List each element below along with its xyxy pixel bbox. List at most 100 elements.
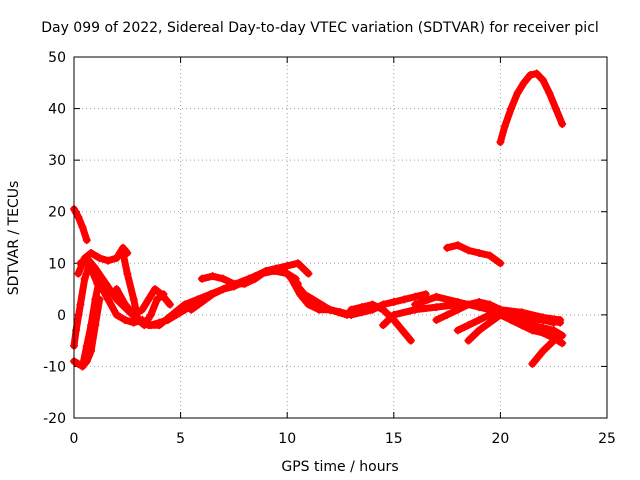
- data-point: [347, 305, 356, 314]
- data-point: [315, 305, 324, 314]
- data-point: [507, 104, 516, 113]
- data-point: [400, 295, 409, 304]
- y-tick-label: 0: [57, 308, 66, 324]
- data-point: [443, 310, 452, 319]
- axis-ticks: 0 5 10 15 20 25 -20 -10 0 10 20 30 40 50: [43, 50, 616, 447]
- data-point: [432, 316, 441, 325]
- data-point: [496, 138, 505, 147]
- data-point: [513, 89, 522, 98]
- y-tick-label: -10: [43, 359, 66, 375]
- data-point: [72, 326, 81, 335]
- data-point: [87, 321, 96, 330]
- data-point: [155, 321, 164, 330]
- data-point: [119, 248, 128, 257]
- data-point: [485, 310, 494, 319]
- data-point: [558, 331, 567, 340]
- data-point: [539, 328, 548, 337]
- data-point: [443, 243, 452, 252]
- data-point: [151, 285, 160, 294]
- data-point: [153, 295, 162, 304]
- data-point: [180, 300, 189, 309]
- data-point: [283, 261, 292, 270]
- chart-title: Day 099 of 2022, Sidereal Day-to-day VTE…: [41, 20, 599, 36]
- y-tick-label: 20: [48, 205, 66, 221]
- data-point: [526, 71, 535, 80]
- data-point: [549, 336, 558, 345]
- data-point: [464, 321, 473, 330]
- data-point: [507, 316, 516, 325]
- x-tick-label: 0: [70, 431, 79, 447]
- data-point: [168, 310, 177, 319]
- data-point: [379, 321, 388, 330]
- data-point: [485, 251, 494, 260]
- data-point: [229, 279, 238, 288]
- data-point: [240, 279, 249, 288]
- data-point: [272, 264, 281, 273]
- data-point: [519, 78, 528, 87]
- series-arc-24: [443, 241, 504, 267]
- data-point: [411, 292, 420, 301]
- data-point: [144, 295, 153, 304]
- data-point: [549, 318, 558, 327]
- data-point: [485, 300, 494, 309]
- data-point: [545, 89, 554, 98]
- data-point: [76, 259, 85, 268]
- data-point: [78, 362, 87, 371]
- y-tick-label: 30: [48, 153, 66, 169]
- data-point: [129, 310, 138, 319]
- data-point: [453, 297, 462, 306]
- data-point: [208, 290, 217, 299]
- data-point: [208, 272, 217, 281]
- data-point: [112, 310, 121, 319]
- y-tick-label: -20: [43, 411, 66, 427]
- data-point: [528, 313, 537, 322]
- series-arc-25: [496, 70, 566, 146]
- data-point: [539, 316, 548, 325]
- data-point: [539, 346, 548, 355]
- data-point: [528, 326, 537, 335]
- data-point: [295, 290, 304, 299]
- data-point: [80, 274, 89, 283]
- data-point: [464, 246, 473, 255]
- data-point: [421, 290, 430, 299]
- x-tick-label: 25: [598, 431, 616, 447]
- y-axis-label: SDTVAR / TECUs: [6, 181, 22, 296]
- series-arc-11: [187, 259, 312, 314]
- data-point: [475, 297, 484, 306]
- series-arc-1: [70, 205, 91, 244]
- data-point: [558, 120, 567, 129]
- data-point: [464, 300, 473, 309]
- data-point: [138, 305, 147, 314]
- data-point: [82, 341, 91, 350]
- data-point: [133, 316, 142, 325]
- data-point: [95, 254, 104, 263]
- data-point: [219, 274, 228, 283]
- data-point: [146, 310, 155, 319]
- data-point: [551, 104, 560, 113]
- data-point: [304, 300, 313, 309]
- data-point: [507, 308, 516, 317]
- data-point: [129, 295, 138, 304]
- data-point: [532, 69, 541, 78]
- data-traces: [70, 69, 567, 371]
- data-point: [432, 292, 441, 301]
- data-point: [389, 297, 398, 306]
- data-point: [464, 336, 473, 345]
- data-point: [475, 248, 484, 257]
- data-point: [104, 295, 113, 304]
- y-tick-label: 50: [48, 50, 66, 66]
- data-point: [357, 303, 366, 312]
- data-point: [87, 248, 96, 257]
- data-point: [368, 300, 377, 309]
- data-point: [475, 316, 484, 325]
- data-point: [336, 308, 345, 317]
- data-point: [112, 254, 121, 263]
- data-point: [406, 336, 415, 345]
- data-point: [304, 269, 313, 278]
- data-point: [87, 264, 96, 273]
- data-point: [82, 236, 91, 245]
- data-point: [197, 274, 206, 283]
- data-point: [308, 295, 317, 304]
- data-point: [78, 223, 87, 232]
